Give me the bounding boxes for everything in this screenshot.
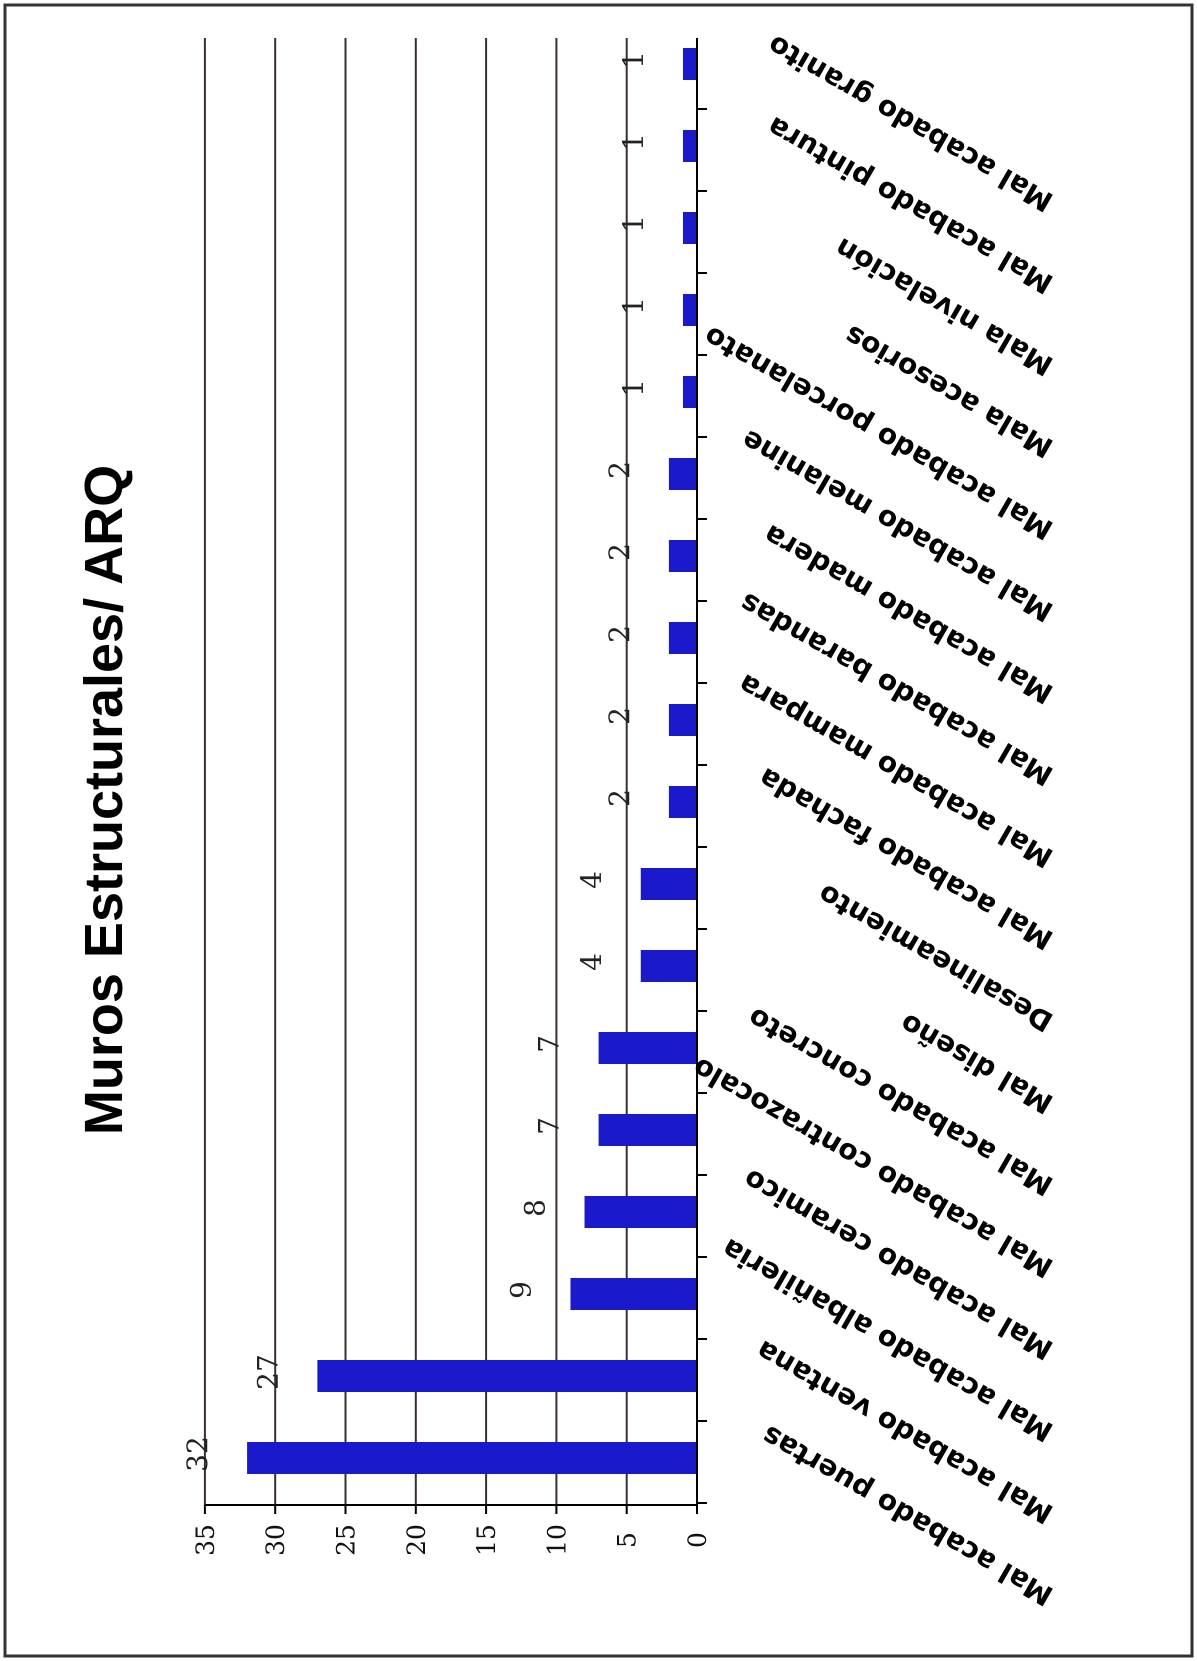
data-label: 4 <box>575 953 608 971</box>
data-label: 32 <box>181 1436 214 1472</box>
bar-14 <box>682 376 697 408</box>
data-label: 27 <box>251 1354 284 1390</box>
data-label: 2 <box>603 461 636 479</box>
data-label: 8 <box>519 1199 552 1217</box>
data-label: 4 <box>575 871 608 889</box>
data-label: 1 <box>617 379 650 397</box>
bar-6 <box>598 1032 697 1064</box>
bar-2 <box>317 1360 697 1392</box>
bar-10 <box>668 704 697 736</box>
data-label: 9 <box>504 1281 537 1299</box>
tick-label: 25 <box>332 1524 361 1556</box>
data-label: 2 <box>603 543 636 561</box>
bar-13 <box>668 458 697 490</box>
data-label: 7 <box>533 1117 566 1135</box>
data-label: 7 <box>533 1035 566 1053</box>
tick-label: 30 <box>261 1524 290 1556</box>
value-axis: 0 5 10 15 20 25 30 35 <box>191 38 712 1556</box>
bar-4 <box>584 1196 697 1228</box>
bar-9 <box>668 786 697 818</box>
chart-title: Muros Estructurales/ ARQ <box>74 465 134 1135</box>
gridlines <box>203 38 628 1505</box>
bar-1 <box>247 1442 697 1474</box>
bars <box>247 48 697 1474</box>
bar-3 <box>570 1278 697 1310</box>
bar-12 <box>668 540 697 572</box>
tick-label: 15 <box>472 1524 501 1556</box>
data-label: 1 <box>617 215 650 233</box>
outer-border <box>3 3 1194 1658</box>
data-label: 2 <box>603 707 636 725</box>
data-label: 1 <box>617 297 650 315</box>
tick-label: 0 <box>683 1532 712 1548</box>
bar-15 <box>682 294 697 326</box>
bar-8 <box>640 868 697 900</box>
bar-11 <box>668 622 697 654</box>
bar-7 <box>640 950 697 982</box>
category-label: Desalineamiento <box>812 877 1058 1038</box>
tick-label: 35 <box>191 1524 220 1556</box>
tick-label: 20 <box>402 1524 431 1556</box>
data-label: 1 <box>617 133 650 151</box>
data-label: 2 <box>603 789 636 807</box>
bar-17 <box>682 130 697 162</box>
tick-label: 10 <box>542 1524 571 1556</box>
data-label: 1 <box>617 51 650 69</box>
bar-5 <box>598 1114 697 1146</box>
data-label: 2 <box>603 625 636 643</box>
tick-label: 5 <box>613 1532 642 1548</box>
bar-18 <box>682 48 697 80</box>
bar-16 <box>682 212 697 244</box>
